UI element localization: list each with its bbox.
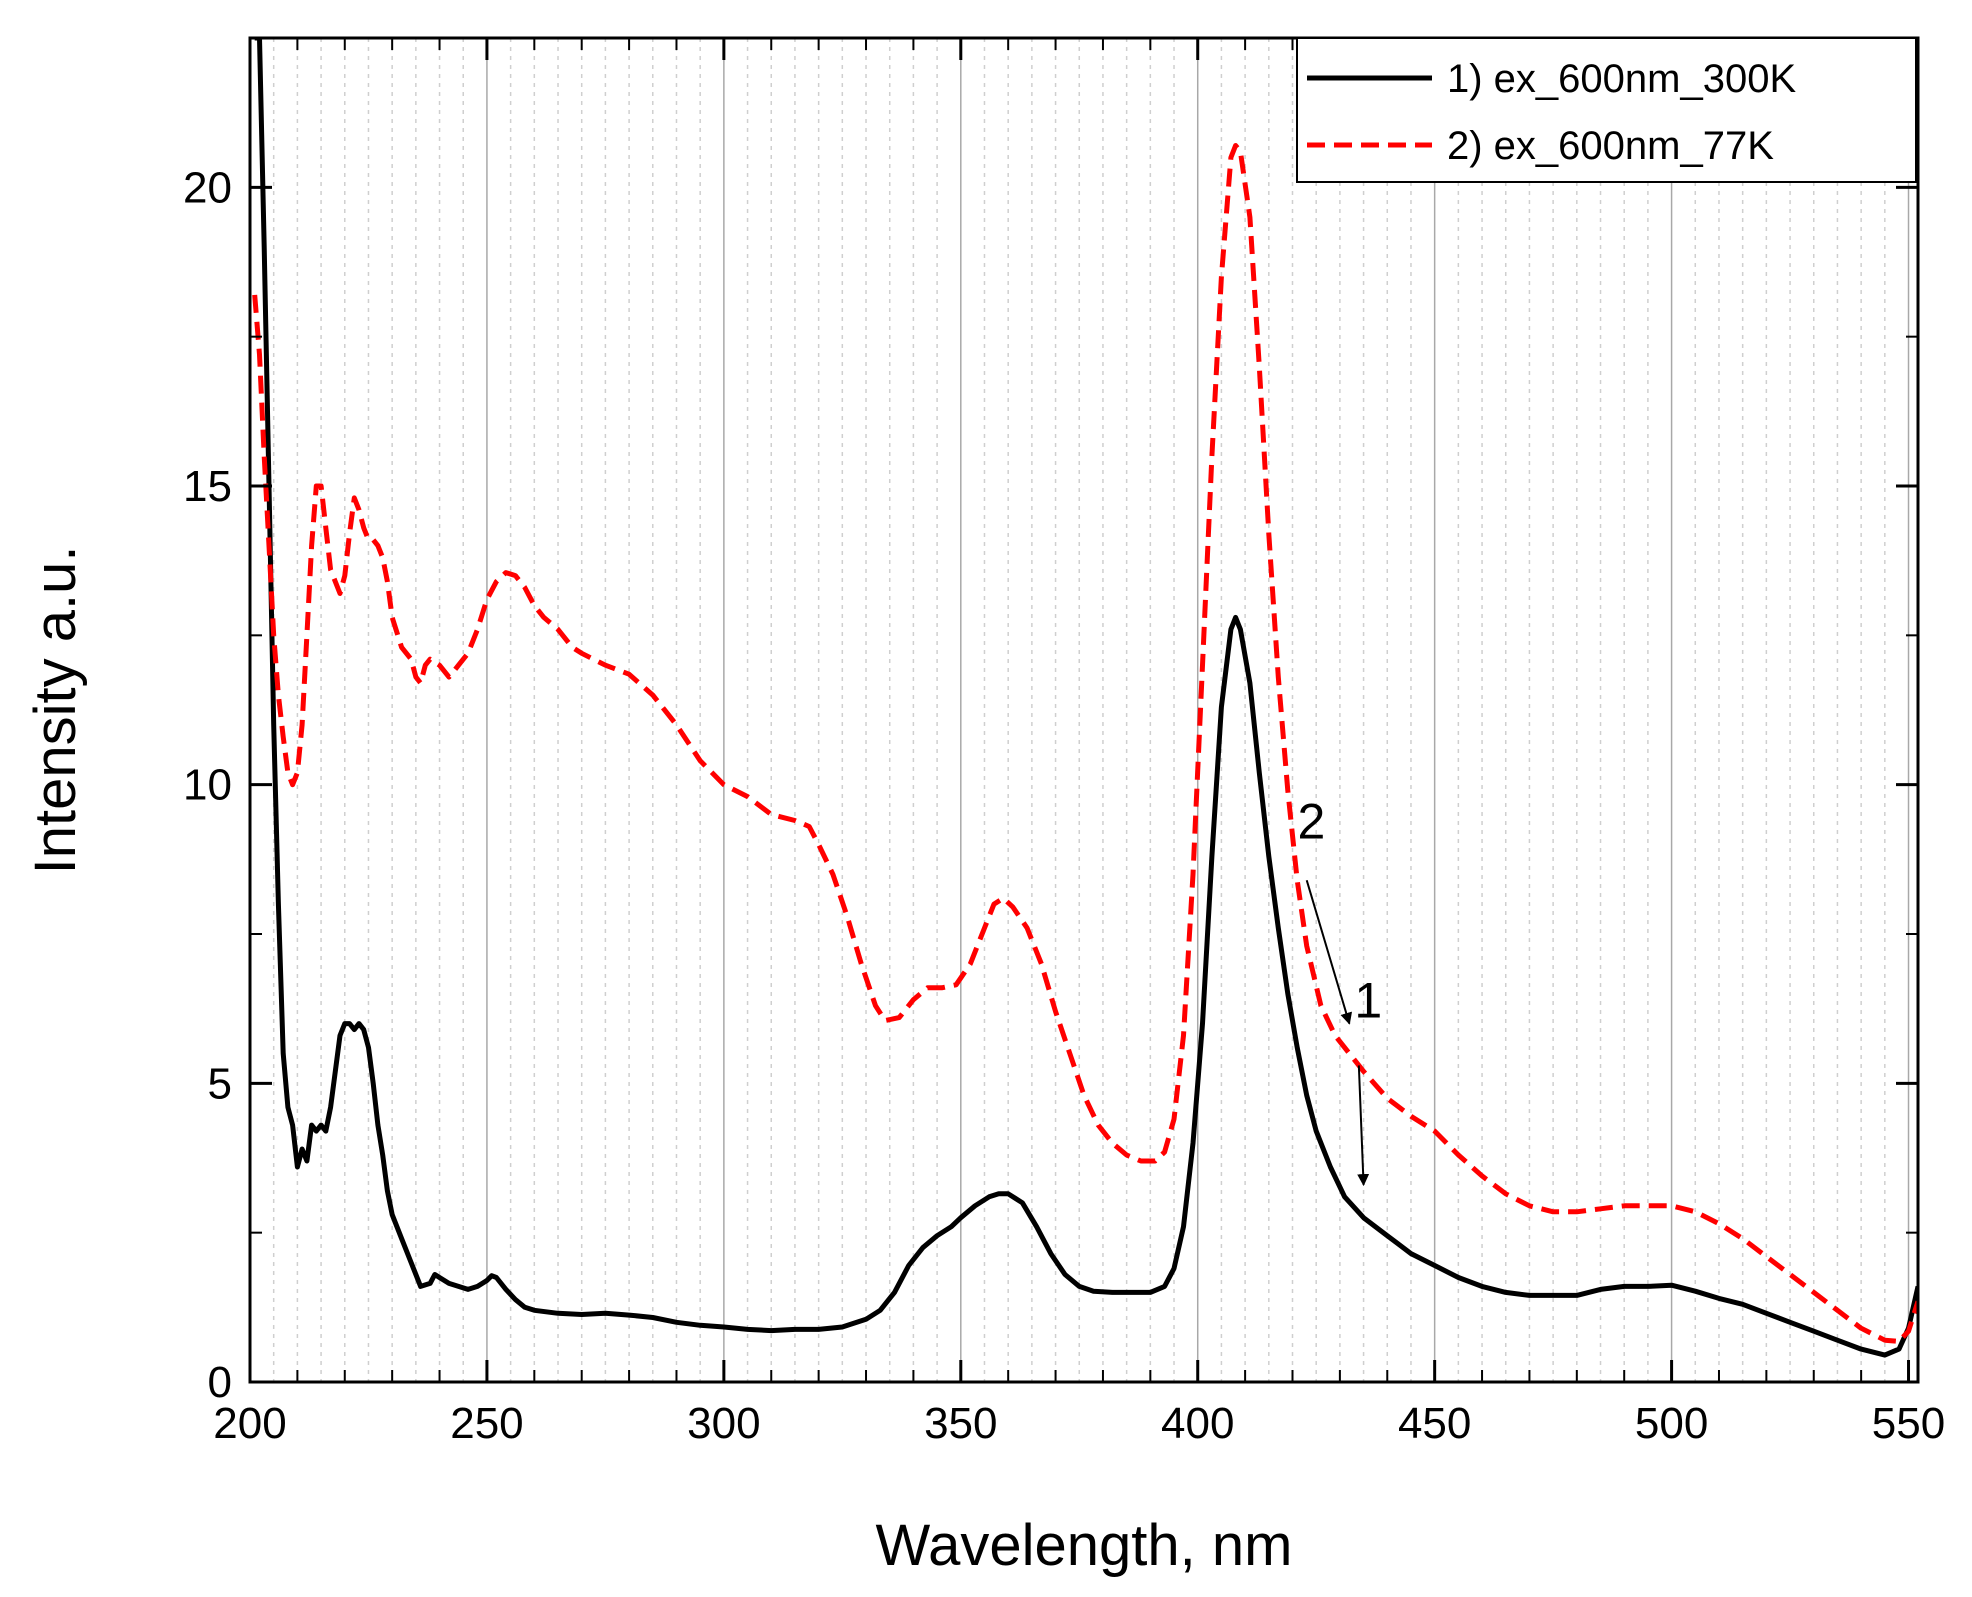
y-tick-label: 5 xyxy=(208,1059,232,1108)
grid xyxy=(272,38,1910,1382)
series-line-1 xyxy=(254,38,1918,1358)
x-tick-label: 500 xyxy=(1635,1399,1708,1448)
y-tick-label: 10 xyxy=(183,761,232,810)
x-tick-label: 250 xyxy=(450,1399,523,1448)
plot-frame xyxy=(248,36,1920,1384)
legend: 1) ex_600nm_300K 2) ex_600nm_77K xyxy=(1296,37,1917,183)
series-line-2 xyxy=(252,143,1918,1344)
y-tick-label: 20 xyxy=(183,163,232,212)
x-axis-title: Wavelength, nm xyxy=(876,1513,1293,1578)
y-tick-label: 15 xyxy=(183,462,232,511)
x-tick-label: 450 xyxy=(1398,1399,1471,1448)
x-tick-label: 550 xyxy=(1872,1399,1945,1448)
annotations: 21 xyxy=(1298,793,1382,1187)
x-tick-label: 200 xyxy=(213,1399,286,1448)
annotation-label-2: 2 xyxy=(1298,793,1326,849)
axis-ticks: 200 250 300 350 400 450 500 550 0 5 10 15 20 xyxy=(183,38,1945,1448)
data-series xyxy=(252,38,1918,1358)
y-tick-label: 0 xyxy=(208,1358,232,1407)
x-tick-label: 300 xyxy=(687,1399,760,1448)
x-tick-label: 350 xyxy=(924,1399,997,1448)
x-tick-label: 400 xyxy=(1161,1399,1234,1448)
annotation-arrow-2 xyxy=(1305,879,1353,1025)
annotation-label-1: 1 xyxy=(1354,973,1382,1029)
annotation-arrow-1 xyxy=(1357,1065,1370,1187)
legend-box xyxy=(1296,37,1917,183)
legend-label-2: 2) ex_600nm_77K xyxy=(1447,124,1774,168)
legend-label-1: 1) ex_600nm_300K xyxy=(1447,57,1796,101)
y-axis-title: Intensity a.u. xyxy=(23,546,88,875)
